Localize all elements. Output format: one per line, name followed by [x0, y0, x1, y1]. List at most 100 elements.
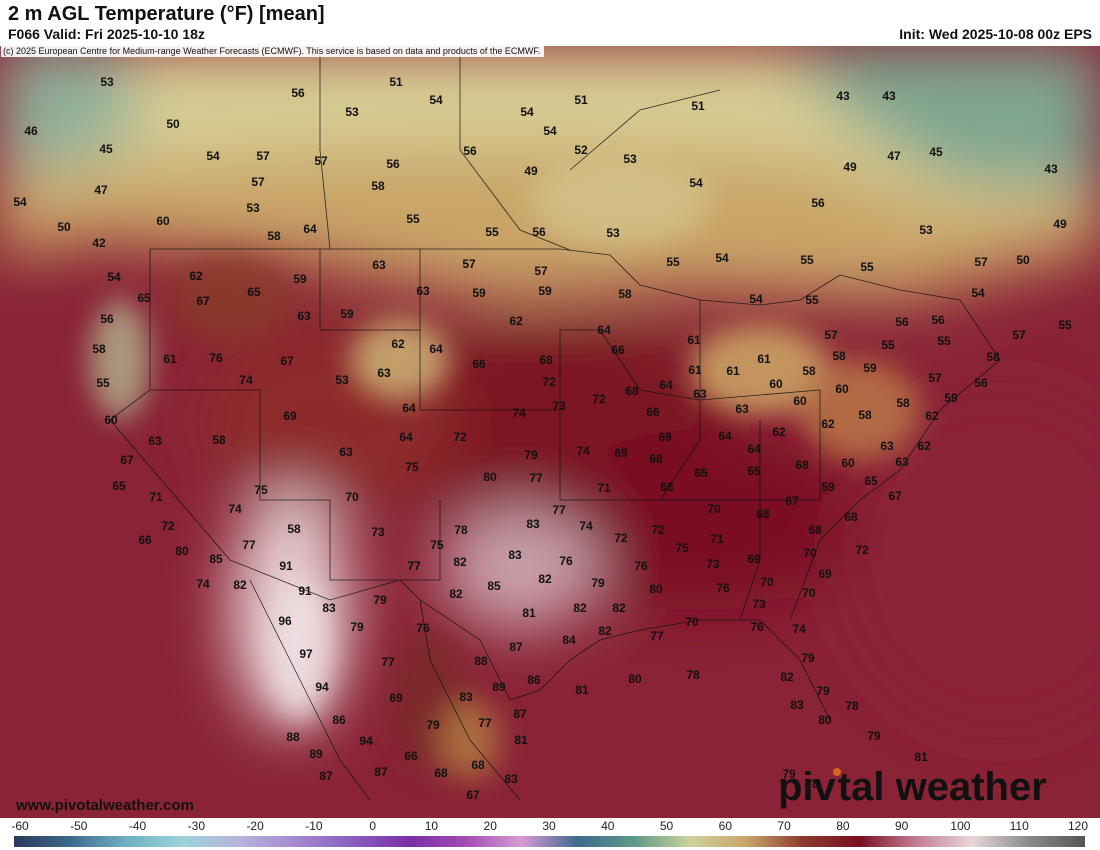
- temperature-label: 63: [339, 445, 353, 459]
- website-link[interactable]: www.pivotalweather.com: [16, 797, 194, 814]
- temperature-label: 68: [625, 384, 639, 398]
- temperature-label: 73: [371, 525, 385, 539]
- scale-tick-label: 100: [950, 819, 971, 833]
- temperature-label: 79: [350, 620, 364, 634]
- temperature-label: 86: [527, 673, 541, 687]
- pivotal-weather-logo: pivtal weather: [778, 765, 1047, 810]
- scale-tick-label: 50: [659, 819, 674, 833]
- temperature-label: 82: [449, 587, 463, 601]
- temperature-label: 62: [391, 337, 405, 351]
- temperature-label: 77: [242, 538, 256, 552]
- temperature-label: 59: [863, 361, 877, 375]
- temperature-label: 66: [404, 749, 418, 763]
- temperature-label: 65: [112, 479, 126, 493]
- temperature-label: 64: [402, 401, 416, 415]
- temperature-label: 82: [233, 578, 247, 592]
- temperature-label: 63: [416, 284, 430, 298]
- temperature-label: 63: [880, 439, 894, 453]
- temperature-label: 71: [710, 532, 724, 546]
- temperature-label: 82: [573, 601, 587, 615]
- temperature-label: 51: [574, 93, 588, 107]
- temperature-label: 67: [888, 489, 902, 503]
- temperature-label: 57: [534, 264, 548, 278]
- temperature-label: 96: [278, 614, 292, 628]
- temperature-label: 56: [895, 315, 909, 329]
- temperature-labels: 53 51 56 54 51 51 43 43 50 54 53 54 46 45 54 57 57 56 56 52…: [13, 75, 1072, 802]
- temperature-label: 82: [453, 555, 467, 569]
- temperature-label: 72: [542, 375, 556, 389]
- temperature-label: 59: [944, 391, 958, 405]
- temperature-label: 79: [816, 684, 830, 698]
- temperature-label: 65: [864, 474, 878, 488]
- temperature-label: 69: [283, 409, 297, 423]
- temperature-label: 61: [757, 352, 771, 366]
- temperature-label: 57: [314, 154, 328, 168]
- temperature-label: 91: [279, 559, 293, 573]
- temperature-map[interactable]: 53 51 56 54 51 51 43 43 50 54 53 54 46 45 54 57 57 56 56 52…: [0, 46, 1100, 818]
- temperature-label: 56: [463, 144, 477, 158]
- temperature-label: 53: [100, 75, 114, 89]
- temperature-label: 56: [386, 157, 400, 171]
- temperature-label: 89: [492, 680, 506, 694]
- scale-bar: [14, 836, 1085, 847]
- temperature-label: 55: [860, 260, 874, 274]
- temperature-label: 70: [345, 490, 359, 504]
- temperature-label: 81: [914, 750, 928, 764]
- temperature-label: 68: [471, 758, 485, 772]
- temperature-label: 80: [175, 544, 189, 558]
- temperature-label: 85: [209, 552, 223, 566]
- temperature-label: 72: [855, 543, 869, 557]
- temperature-label: 73: [552, 399, 566, 413]
- temperature-label: 70: [802, 586, 816, 600]
- temperature-label: 56: [974, 376, 988, 390]
- temperature-label: 81: [514, 733, 528, 747]
- temperature-label: 68: [539, 353, 553, 367]
- temperature-label: 57: [1012, 328, 1026, 342]
- temperature-label: 60: [104, 413, 118, 427]
- temperature-label: 58: [212, 433, 226, 447]
- temperature-label: 58: [986, 350, 1000, 364]
- temperature-label: 55: [1058, 318, 1072, 332]
- temperature-label: 49: [1053, 217, 1067, 231]
- temperature-label: 76: [416, 621, 430, 635]
- temperature-label: 89: [309, 747, 323, 761]
- temperature-label: 79: [591, 576, 605, 590]
- temperature-label: 50: [166, 117, 180, 131]
- temperature-label: 72: [614, 531, 628, 545]
- scale-tick-label: -50: [70, 819, 88, 833]
- temperature-label: 52: [574, 143, 588, 157]
- temperature-label: 72: [592, 392, 606, 406]
- temperature-label: 77: [529, 471, 543, 485]
- temperature-label: 55: [406, 212, 420, 226]
- temperature-label: 70: [803, 546, 817, 560]
- temperature-label: 60: [156, 214, 170, 228]
- temperature-label: 51: [691, 99, 705, 113]
- temperature-label: 72: [453, 430, 467, 444]
- temperature-label: 66: [660, 480, 674, 494]
- temperature-label: 87: [509, 640, 523, 654]
- temperature-label: 85: [487, 579, 501, 593]
- init-time: Init: Wed 2025-10-08 00z EPS: [899, 26, 1092, 42]
- temperature-label: 82: [538, 572, 552, 586]
- temperature-label: 70: [707, 502, 721, 516]
- temperature-label: 65: [137, 291, 151, 305]
- temperature-label: 61: [687, 333, 701, 347]
- temperature-label: 79: [801, 651, 815, 665]
- temperature-label: 64: [399, 430, 413, 444]
- temperature-label: 57: [824, 328, 838, 342]
- temperature-label: 82: [780, 670, 794, 684]
- temperature-label: 65: [247, 285, 261, 299]
- temperature-label: 62: [189, 269, 203, 283]
- temperature-label: 55: [96, 376, 110, 390]
- scale-tick-label: 0: [369, 819, 376, 833]
- temperature-label: 64: [429, 342, 443, 356]
- temperature-label: 54: [971, 286, 985, 300]
- temperature-label: 60: [841, 456, 855, 470]
- temperature-label: 58: [802, 364, 816, 378]
- temperature-label: 69: [658, 430, 672, 444]
- temperature-label: 77: [478, 716, 492, 730]
- temperature-label: 45: [929, 145, 943, 159]
- scale-tick-labels: -60 -50 -40 -30 -20 -10 0 10 20 30 40 50 60 70 80 90 100…: [0, 819, 1100, 833]
- temperature-label: 47: [94, 183, 108, 197]
- temperature-label: 70: [685, 615, 699, 629]
